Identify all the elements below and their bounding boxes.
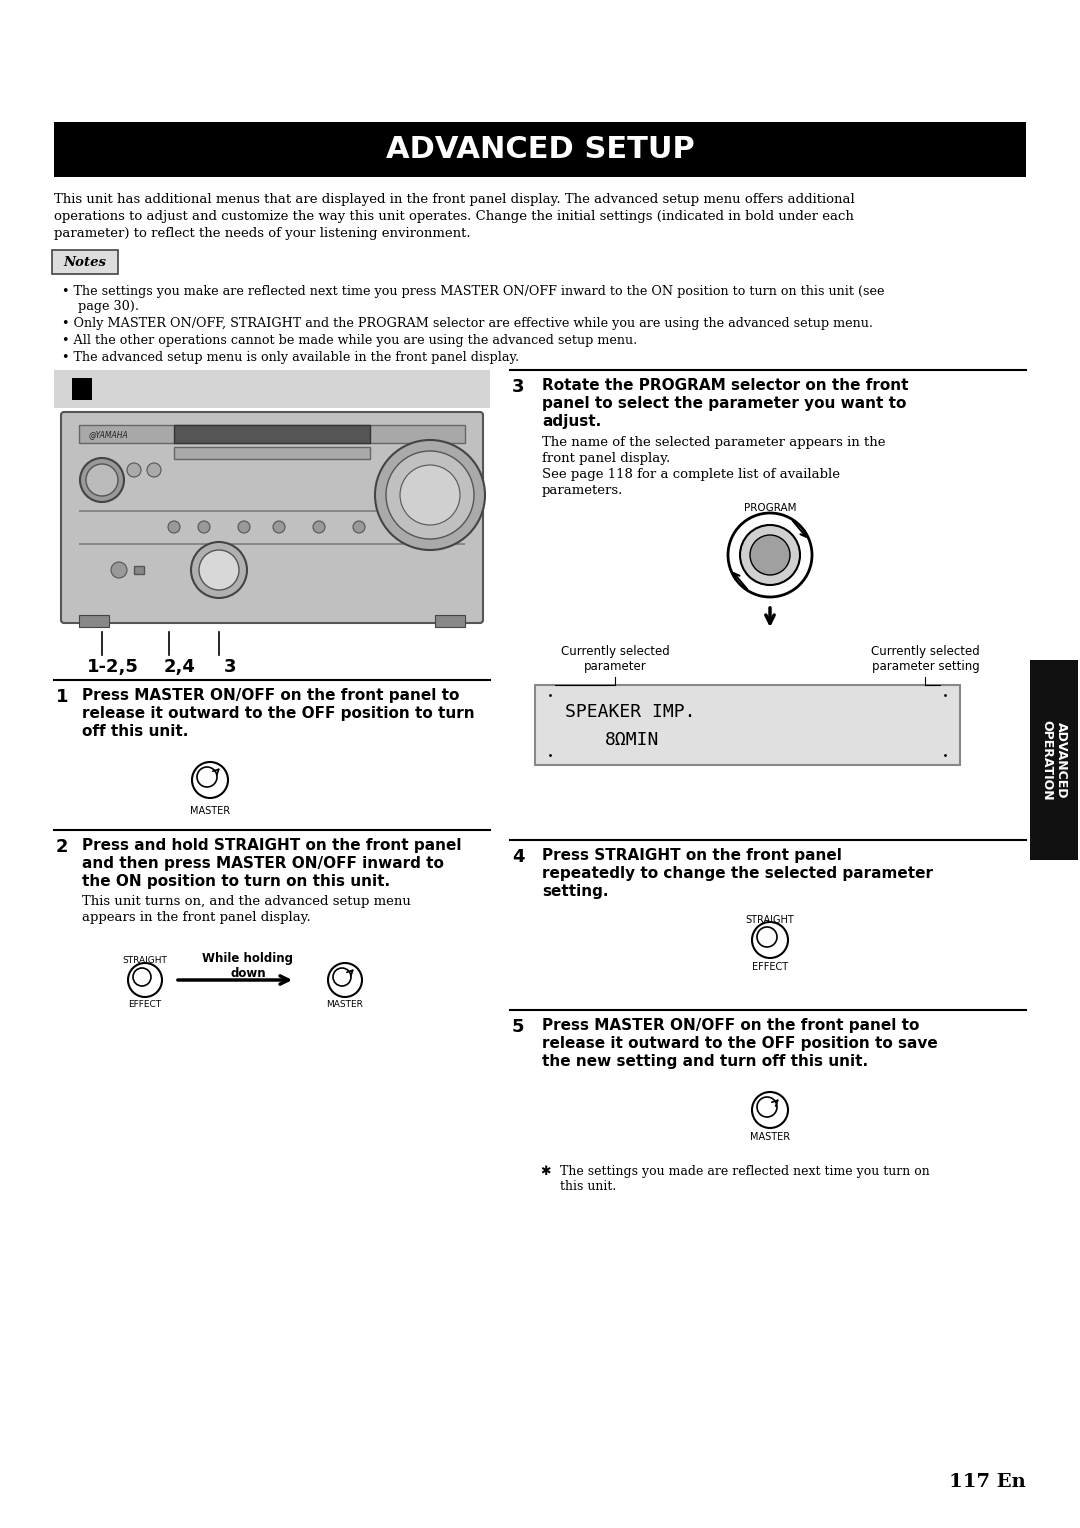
Circle shape bbox=[147, 463, 161, 477]
Circle shape bbox=[273, 521, 285, 533]
Text: This unit turns on, and the advanced setup menu: This unit turns on, and the advanced set… bbox=[82, 895, 410, 908]
Circle shape bbox=[168, 521, 180, 533]
Text: • The advanced setup menu is only available in the front panel display.: • The advanced setup menu is only availa… bbox=[62, 351, 519, 364]
Text: EFFECT: EFFECT bbox=[752, 963, 788, 972]
Circle shape bbox=[375, 440, 485, 550]
Text: 2,4: 2,4 bbox=[164, 659, 195, 675]
Text: ADVANCED SETUP: ADVANCED SETUP bbox=[386, 134, 694, 163]
Text: front panel display.: front panel display. bbox=[542, 452, 671, 465]
Text: panel to select the parameter you want to: panel to select the parameter you want t… bbox=[542, 396, 906, 411]
Text: The settings you made are reflected next time you turn on: The settings you made are reflected next… bbox=[561, 1164, 930, 1178]
Text: Notes: Notes bbox=[64, 255, 107, 269]
Bar bbox=[79, 425, 465, 443]
Circle shape bbox=[111, 562, 127, 578]
Text: off this unit.: off this unit. bbox=[82, 724, 188, 740]
Text: repeatedly to change the selected parameter: repeatedly to change the selected parame… bbox=[542, 866, 933, 882]
Text: 1: 1 bbox=[56, 688, 68, 706]
Text: Currently selected
parameter: Currently selected parameter bbox=[561, 645, 670, 672]
Text: 5: 5 bbox=[512, 1018, 525, 1036]
Text: the new setting and turn off this unit.: the new setting and turn off this unit. bbox=[542, 1054, 868, 1070]
Text: appears in the front panel display.: appears in the front panel display. bbox=[82, 911, 311, 924]
Text: 2: 2 bbox=[56, 837, 68, 856]
Text: parameter) to reflect the needs of your listening environment.: parameter) to reflect the needs of your … bbox=[54, 228, 471, 240]
Text: Rotate the PROGRAM selector on the front: Rotate the PROGRAM selector on the front bbox=[542, 377, 908, 393]
Bar bbox=[54, 370, 490, 408]
Text: 3: 3 bbox=[512, 377, 525, 396]
Circle shape bbox=[393, 521, 405, 533]
Text: release it outward to the OFF position to turn: release it outward to the OFF position t… bbox=[82, 706, 474, 721]
Bar bbox=[1030, 660, 1078, 860]
Bar bbox=[535, 685, 960, 766]
Text: STRAIGHT: STRAIGHT bbox=[122, 957, 167, 966]
Text: The name of the selected parameter appears in the: The name of the selected parameter appea… bbox=[542, 435, 886, 449]
Text: operations to adjust and customize the way this unit operates. Change the initia: operations to adjust and customize the w… bbox=[54, 209, 854, 223]
Text: Press MASTER ON/OFF on the front panel to: Press MASTER ON/OFF on the front panel t… bbox=[542, 1018, 919, 1033]
Circle shape bbox=[127, 463, 141, 477]
Text: MASTER: MASTER bbox=[750, 1132, 791, 1141]
Text: This unit has additional menus that are displayed in the front panel display. Th: This unit has additional menus that are … bbox=[54, 193, 854, 206]
Text: release it outward to the OFF position to save: release it outward to the OFF position t… bbox=[542, 1036, 937, 1051]
Text: • Only MASTER ON/OFF, STRAIGHT and the PROGRAM selector are effective while you : • Only MASTER ON/OFF, STRAIGHT and the P… bbox=[62, 316, 873, 330]
Text: 4: 4 bbox=[512, 848, 525, 866]
Bar bbox=[79, 542, 465, 545]
Circle shape bbox=[191, 542, 247, 597]
Text: • All the other operations cannot be made while you are using the advanced setup: • All the other operations cannot be mad… bbox=[62, 335, 637, 347]
Circle shape bbox=[313, 521, 325, 533]
Text: See page 118 for a complete list of available: See page 118 for a complete list of avai… bbox=[542, 468, 840, 481]
Text: adjust.: adjust. bbox=[542, 414, 602, 429]
Text: 8ΩMIN: 8ΩMIN bbox=[605, 730, 660, 749]
Text: EFFECT: EFFECT bbox=[129, 999, 162, 1008]
Text: Currently selected
parameter setting: Currently selected parameter setting bbox=[870, 645, 980, 672]
Text: setting.: setting. bbox=[542, 885, 608, 898]
Circle shape bbox=[86, 465, 118, 497]
Text: While holding
down: While holding down bbox=[203, 952, 294, 979]
Text: 3: 3 bbox=[224, 659, 237, 675]
Text: • The settings you make are reflected next time you press MASTER ON/OFF inward t: • The settings you make are reflected ne… bbox=[62, 286, 885, 298]
Circle shape bbox=[198, 521, 210, 533]
Bar bbox=[72, 377, 92, 400]
Text: ADVANCED
OPERATION: ADVANCED OPERATION bbox=[1040, 720, 1068, 801]
Circle shape bbox=[80, 458, 124, 503]
Bar bbox=[54, 122, 1026, 177]
Circle shape bbox=[238, 521, 249, 533]
FancyBboxPatch shape bbox=[52, 251, 118, 274]
Text: STRAIGHT: STRAIGHT bbox=[745, 915, 795, 924]
Text: Press MASTER ON/OFF on the front panel to: Press MASTER ON/OFF on the front panel t… bbox=[82, 688, 459, 703]
Circle shape bbox=[353, 521, 365, 533]
Text: the ON position to turn on this unit.: the ON position to turn on this unit. bbox=[82, 874, 390, 889]
Bar bbox=[174, 448, 370, 458]
Text: ✱: ✱ bbox=[540, 1164, 551, 1178]
Text: this unit.: this unit. bbox=[561, 1180, 617, 1193]
Bar bbox=[174, 425, 370, 443]
Text: 117 En: 117 En bbox=[949, 1473, 1026, 1491]
Bar bbox=[79, 614, 109, 626]
Text: parameters.: parameters. bbox=[542, 484, 623, 497]
Bar bbox=[435, 614, 465, 626]
Circle shape bbox=[400, 465, 460, 526]
Text: PROGRAM: PROGRAM bbox=[744, 503, 796, 513]
Text: MASTER: MASTER bbox=[190, 805, 230, 816]
Text: Press STRAIGHT on the front panel: Press STRAIGHT on the front panel bbox=[542, 848, 842, 863]
Text: Press and hold STRAIGHT on the front panel: Press and hold STRAIGHT on the front pan… bbox=[82, 837, 461, 853]
Text: SPEAKER IMP.: SPEAKER IMP. bbox=[565, 703, 696, 721]
Circle shape bbox=[386, 451, 474, 539]
Text: MASTER: MASTER bbox=[326, 999, 364, 1008]
Circle shape bbox=[199, 550, 239, 590]
Text: and then press MASTER ON/OFF inward to: and then press MASTER ON/OFF inward to bbox=[82, 856, 444, 871]
Circle shape bbox=[740, 526, 800, 585]
Circle shape bbox=[750, 535, 789, 575]
Text: page 30).: page 30). bbox=[70, 299, 139, 313]
Text: @YAMAHA: @YAMAHA bbox=[89, 429, 129, 439]
Bar bbox=[134, 565, 144, 575]
FancyBboxPatch shape bbox=[60, 413, 483, 623]
Bar bbox=[79, 510, 465, 512]
Text: 1-2,5: 1-2,5 bbox=[87, 659, 139, 675]
